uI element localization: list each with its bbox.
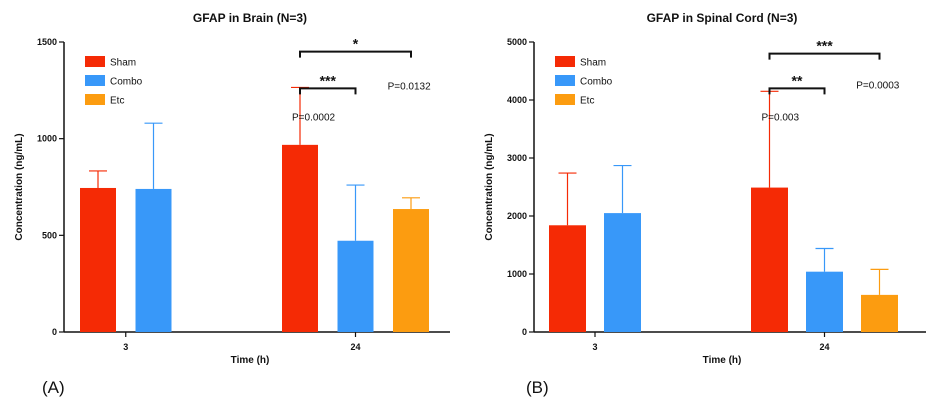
- y-tick-label: 1000: [37, 134, 57, 144]
- p-value-label: P=0.003: [762, 112, 800, 123]
- bar-combo-24h: [337, 240, 374, 332]
- chart-panel-brain: GFAP in Brain (N=3) 0 500 1000 1500 3 24 Time (…: [14, 11, 450, 397]
- significance-stars: **: [792, 72, 803, 88]
- significance-bracket: [299, 50, 412, 58]
- y-axis-title: Concentration (ng/mL): [484, 133, 495, 240]
- legend-swatch-combo: [85, 75, 105, 86]
- legend-swatch-etc: [555, 94, 575, 105]
- bar-combo-24h: [806, 271, 843, 332]
- bar-combo-3h: [135, 188, 172, 332]
- chart-panel-spinal-cord: GFAP in Spinal Cord (N=3) 0 1000 2000 3000 40…: [484, 11, 926, 397]
- legend-label-etc: Etc: [580, 96, 594, 107]
- legend-label-combo: Combo: [580, 77, 613, 88]
- legend-swatch-combo: [555, 75, 575, 86]
- significance-stars: ***: [816, 38, 833, 54]
- p-value-label: P=0.0003: [856, 81, 900, 92]
- significance-bracket: [768, 87, 826, 95]
- y-tick-label: 4000: [507, 95, 527, 105]
- significance-bracket: [299, 87, 357, 95]
- bar-sham-3h: [549, 225, 586, 332]
- legend-label-sham: Sham: [110, 58, 136, 69]
- y-tick-label: 5000: [507, 37, 527, 47]
- legend-label-sham: Sham: [580, 58, 606, 69]
- bar-sham-24h: [282, 144, 318, 332]
- bar-etc-24h: [393, 209, 429, 332]
- y-tick-label: 3000: [507, 153, 527, 163]
- y-tick-label: 1500: [37, 37, 57, 47]
- x-tick-label: 24: [819, 342, 829, 352]
- y-tick-label: 1000: [507, 269, 527, 279]
- y-tick-label: 2000: [507, 211, 527, 221]
- panel-label: (A): [42, 378, 65, 397]
- bar-sham-3h: [80, 187, 116, 332]
- legend-swatch-etc: [85, 94, 105, 105]
- chart-title: GFAP in Spinal Cord (N=3): [647, 11, 798, 25]
- x-tick-label: 24: [350, 342, 360, 352]
- significance-bracket: [768, 52, 881, 60]
- legend-label-etc: Etc: [110, 96, 124, 107]
- y-axis-title: Concentration (ng/mL): [14, 133, 25, 240]
- y-tick-label: 500: [42, 230, 57, 240]
- significance-stars: *: [353, 36, 359, 52]
- legend-swatch-sham: [85, 56, 105, 67]
- y-tick-label: 0: [522, 327, 527, 337]
- bar-combo-3h: [604, 213, 641, 332]
- panel-label: (B): [526, 378, 549, 397]
- legend-label-combo: Combo: [110, 77, 143, 88]
- bar-sham-24h: [751, 187, 788, 332]
- p-value-label: P=0.0002: [292, 112, 336, 123]
- chart-title: GFAP in Brain (N=3): [193, 11, 307, 25]
- bar-etc-24h: [861, 294, 898, 332]
- x-tick-label: 3: [123, 342, 128, 352]
- x-axis-title: Time (h): [231, 355, 270, 366]
- y-tick-label: 0: [52, 327, 57, 337]
- significance-stars: ***: [320, 72, 337, 88]
- x-axis-title: Time (h): [703, 355, 742, 366]
- p-value-label: P=0.0132: [388, 81, 432, 92]
- legend-swatch-sham: [555, 56, 575, 67]
- x-tick-label: 3: [592, 342, 597, 352]
